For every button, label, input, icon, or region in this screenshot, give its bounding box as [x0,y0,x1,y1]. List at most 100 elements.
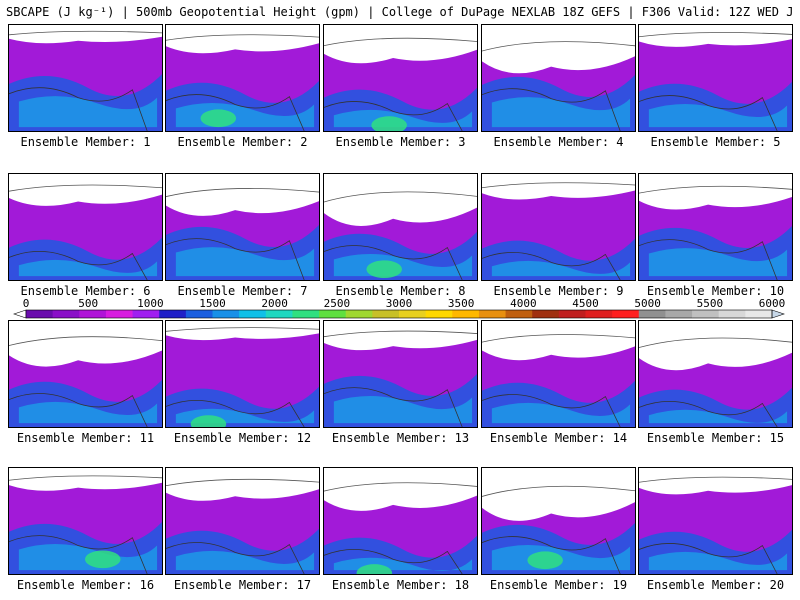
colorbar-frame [25,309,773,319]
colorbar-tick-label: 4000 [510,297,537,310]
panel-label: Ensemble Member: 18 [331,578,470,592]
panel-label: Ensemble Member: 15 [646,431,785,445]
panel-label: Ensemble Member: 5 [650,135,781,149]
height-contour [639,185,792,194]
colorbar-segment [132,310,160,318]
no-cape-area [9,468,162,491]
coastline [9,251,148,280]
colorbar-segment [212,310,240,318]
no-cape-area [166,468,319,501]
coastline [166,238,305,280]
panel-label: Ensemble Member: 13 [331,431,470,445]
colorbar-segment [26,310,54,318]
ensemble-panel [481,467,636,575]
cape-max [356,564,393,574]
panel-label: Ensemble Member: 12 [173,431,312,445]
coastline [639,400,778,427]
height-contour [324,330,477,338]
panel-label: Ensemble Member: 14 [489,431,628,445]
colorbar-tick-label: 6000 [759,297,786,310]
height-contour [639,337,792,348]
colorbar-segment [585,310,613,318]
coastline [639,239,778,280]
colorbar-tick-label: 2000 [261,297,288,310]
colorbar-tick-label: 2500 [324,297,351,310]
height-contour [166,188,319,197]
cape-map [166,468,319,574]
no-cape-area [482,25,635,74]
colorbar-segment [478,310,507,318]
colorbar-tick-label: 1500 [199,297,226,310]
panel-label: Ensemble Member: 7 [177,284,308,298]
no-cape-area [482,468,635,521]
panel-label: Ensemble Member: 17 [173,578,312,592]
ensemble-panel [8,24,163,132]
colorbar-segment [105,310,134,318]
ensemble-panel [638,467,793,575]
panel-label: Ensemble Member: 2 [177,135,308,149]
panel-label: Ensemble Member: 3 [335,135,466,149]
colorbar-segment [159,310,187,318]
ensemble-panel [8,320,163,428]
panel-label: Ensemble Member: 19 [489,578,628,592]
height-contour [482,334,635,343]
colorbar-tick-label: 0 [23,297,30,310]
no-cape-area [166,25,319,54]
colorbar-segment [745,310,773,318]
cape-map [324,321,477,427]
cape-map [166,25,319,131]
colorbar-segment [638,310,666,318]
cape-map [639,468,792,574]
coastline [639,543,778,574]
no-cape-area [166,321,319,341]
colorbar-tick-label: 1000 [137,297,164,310]
cape-map [324,25,477,131]
ensemble-panel [165,320,320,428]
coastline [9,87,148,131]
colorbar-under-arrow [13,309,27,319]
colorbar-segment [185,310,213,318]
no-cape-area [9,25,162,44]
colorbar-segment [452,310,480,318]
ensemble-panel [481,173,636,281]
height-contour [639,476,792,483]
colorbar-segment [239,310,267,318]
height-contour [9,30,162,36]
no-cape-area [9,174,162,206]
no-cape-area [324,321,477,351]
cape-map [482,321,635,427]
no-cape-area [9,321,162,367]
panel-label: Ensemble Member: 16 [16,578,155,592]
ensemble-panel [165,24,320,132]
cape-map [9,321,162,427]
colorbar-segment [505,310,533,318]
cape-map [482,174,635,280]
height-contour [482,41,635,52]
height-contour [324,191,477,203]
height-contour [639,32,792,38]
ensemble-panel [638,24,793,132]
height-contour [166,327,319,332]
height-contour [482,485,635,497]
panel-label: Ensemble Member: 6 [20,284,151,298]
colorbar-over-arrow [771,309,785,319]
colorbar-segment [665,310,693,318]
colorbar-segment [532,310,560,318]
coastline [9,535,148,574]
colorbar-tick-label: 3000 [386,297,413,310]
ensemble-panel [165,467,320,575]
panel-label: Ensemble Member: 4 [493,135,624,149]
cape-map [639,321,792,427]
cape-map [166,321,319,427]
no-cape-area [482,321,635,361]
colorbar-tick-label: 5500 [697,297,724,310]
ensemble-panel [165,173,320,281]
panel-label: Ensemble Member: 20 [646,578,785,592]
coastline [324,548,463,574]
coastline [639,95,778,131]
colorbar-segment [79,310,107,318]
colorbar-segment [345,310,373,318]
cape-max [527,551,563,570]
colorbar-segment [718,310,746,318]
colorbar-segment [399,310,427,318]
